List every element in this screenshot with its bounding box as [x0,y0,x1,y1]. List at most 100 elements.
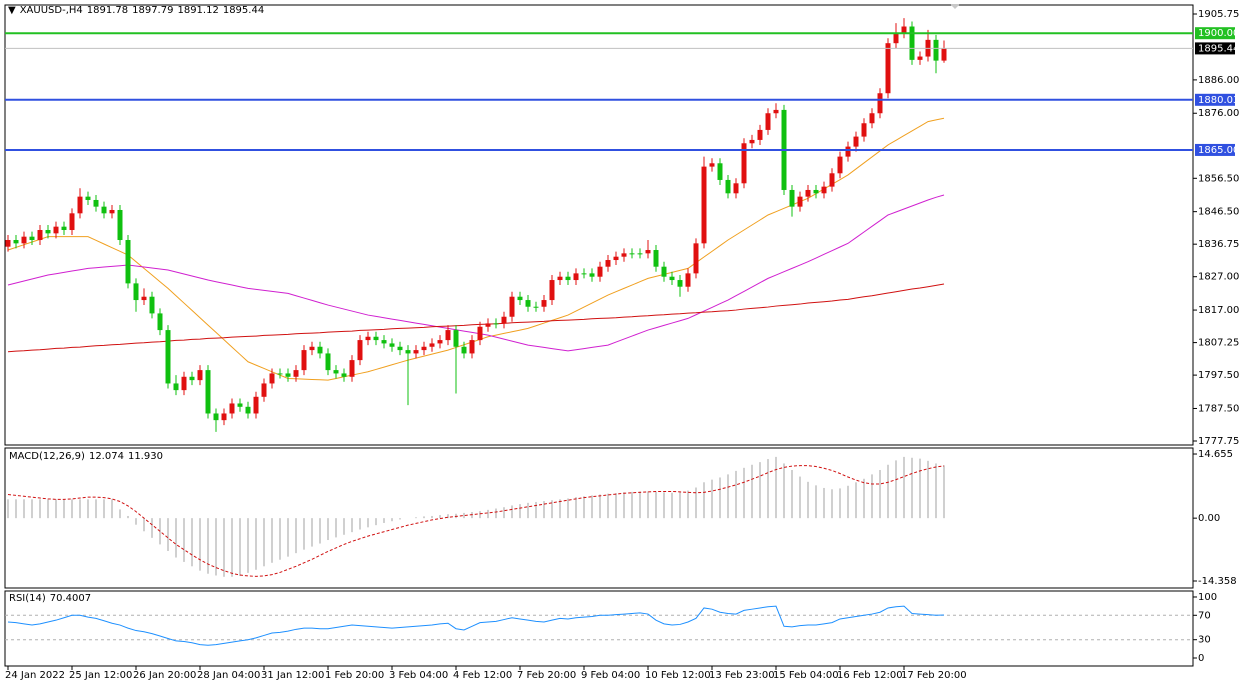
candle-body [397,346,403,351]
candle-body [581,273,587,275]
candle-body [181,376,187,391]
candle-body [533,306,539,308]
y-tick-label: 1787.50 [1198,403,1239,414]
symbol: XAUUSD-,H4 [19,5,83,16]
candle-body [61,226,67,231]
candle-body [885,43,891,94]
candle-body [733,183,739,194]
candle-body [421,346,427,351]
candle-body [845,146,851,157]
candle-body [549,280,555,301]
candle-body [93,199,99,207]
candle-body [205,370,211,414]
candle-body [69,213,75,231]
price-panel-frame [4,4,1194,446]
candle-body [597,266,603,277]
candle-body [173,383,179,391]
candle-body [741,143,747,184]
x-tick-label: 16 Feb 12:00 [837,670,903,681]
candle-body [837,156,843,174]
candle-body [589,273,595,277]
candle-body [109,209,115,214]
candle-body [157,313,163,331]
x-tick-label: 25 Jan 12:00 [69,670,132,681]
candle-body [749,139,755,144]
candle-body [941,48,947,61]
candle-body [861,123,867,137]
y-tick-label: 1846.50 [1198,207,1239,218]
candle-body [165,330,171,384]
candle-body [189,376,195,381]
candle-body [909,26,915,60]
candle-body [933,39,939,61]
candle-body [717,163,723,180]
candle-body [901,26,907,34]
candle-body [341,373,347,377]
candle-body [437,340,443,344]
candle-body [829,173,835,187]
candle-body [261,383,267,397]
candle-body [293,370,299,377]
y-tick-label: -14.358 [1198,576,1237,587]
candle-body [13,240,19,244]
candle-body [509,296,515,317]
candle-body [485,323,491,327]
level-box [1195,93,1235,106]
candle-body [765,113,771,130]
candle-body [677,280,683,287]
level-label: 1865.00 [1198,145,1239,156]
candle-body [5,240,11,247]
shift-marker [950,4,960,9]
x-tick-label: 3 Feb 04:00 [389,670,448,681]
candle-body [245,406,251,414]
current-price-label: 1895.44 [1198,43,1239,54]
candle-body [693,243,699,274]
candle-body [389,343,395,347]
candle-body [285,373,291,377]
candle-body [557,276,563,281]
candle-body [541,300,547,307]
close-value: 1895.44 [222,5,265,16]
candle-body [213,413,219,421]
x-tick-label: 10 Feb 12:00 [645,670,711,681]
candle-body [653,250,659,267]
candle-body [685,273,691,287]
price-header: ▼ XAUUSD-,H4 1891.78 1897.79 1891.12 1895.44 [8,5,268,16]
candle-body [269,373,275,384]
candle-body [669,276,675,281]
level-label: 1900.00 [1198,28,1239,39]
menu-arrow[interactable]: ▼ [8,5,16,16]
y-tick-label: 1817.00 [1198,305,1239,316]
candle-body [853,136,859,147]
candle-body [637,253,643,255]
candle-body [525,300,531,307]
candle-body [325,353,331,371]
candle-body [661,266,667,277]
candle-body [197,370,203,381]
candle-body [773,109,779,114]
macd-title: MACD(12,26,9) [9,451,85,462]
candle-body [805,189,811,197]
candle-body [309,346,315,351]
moving-average [7,117,945,381]
macd-signal: 11.930 [127,451,163,462]
candle-body [869,113,875,124]
candle-body [893,33,899,44]
candle-body [429,343,435,347]
candle-body [605,260,611,267]
candle-body [53,226,59,234]
x-tick-label: 1 Feb 20:00 [325,670,384,681]
y-tick-label: 30 [1198,635,1211,646]
candle-body [141,296,147,301]
y-tick-label: 14.655 [1198,449,1233,460]
y-tick-label: 100 [1198,592,1217,603]
candle-body [757,129,763,140]
macd-main: 12.074 [88,451,124,462]
candle-body [789,189,795,207]
candle-body [117,209,123,241]
x-tick-label: 24 Jan 2022 [5,670,65,681]
y-tick-label: 0.00 [1198,513,1220,524]
y-tick-label: 1797.50 [1198,370,1239,381]
candle-body [517,296,523,301]
